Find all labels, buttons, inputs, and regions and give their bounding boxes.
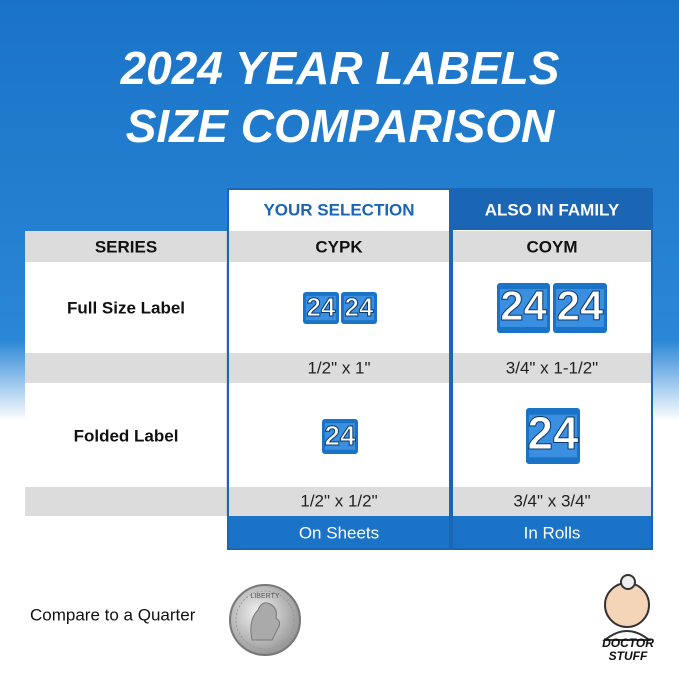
logo-mirror bbox=[620, 574, 636, 590]
row-label: Folded Label bbox=[74, 426, 179, 445]
row-bg bbox=[25, 487, 652, 516]
coin-rim bbox=[235, 590, 295, 650]
label-band bbox=[344, 295, 374, 321]
series-name: COYM bbox=[527, 237, 578, 256]
label-text: 24 bbox=[307, 292, 336, 322]
size: 3/4" x 1-1/2" bbox=[506, 358, 598, 377]
label-band bbox=[306, 295, 336, 321]
size: 3/4" x 3/4" bbox=[513, 491, 590, 510]
label-band bbox=[500, 289, 547, 327]
logo-text: STUFF bbox=[609, 649, 648, 663]
row-label: SERIES bbox=[95, 237, 157, 256]
format: On Sheets bbox=[299, 523, 379, 542]
row-label: Full Size Label bbox=[67, 298, 185, 317]
coin-portrait bbox=[250, 602, 281, 641]
title-line: 2024 YEAR LABELS bbox=[120, 42, 560, 94]
column-header: ALSO IN FAMILY bbox=[485, 200, 620, 219]
row-bg bbox=[25, 231, 652, 262]
size: 1/2" x 1/2" bbox=[300, 491, 377, 510]
coin-text: LIBERTY bbox=[250, 593, 279, 600]
family-border bbox=[451, 188, 653, 550]
label-band bbox=[556, 289, 604, 327]
label-band bbox=[529, 414, 577, 458]
column-header: YOUR SELECTION bbox=[263, 200, 414, 219]
logo-coat bbox=[602, 630, 652, 641]
format: In Rolls bbox=[524, 523, 581, 542]
label-text: 24 bbox=[324, 420, 356, 451]
label-text: 24 bbox=[557, 282, 604, 329]
footer-cell bbox=[452, 516, 652, 549]
footer-cell bbox=[228, 516, 450, 549]
header-cell bbox=[228, 189, 450, 231]
label-band bbox=[325, 423, 355, 450]
row-bg bbox=[25, 353, 652, 383]
label-text: 24 bbox=[345, 292, 374, 322]
quarter-caption: Compare to a Quarter bbox=[30, 605, 196, 624]
size: 1/2" x 1" bbox=[307, 358, 370, 377]
title-line: SIZE COMPARISON bbox=[126, 100, 555, 152]
label-text: 24 bbox=[500, 282, 547, 329]
logo-text: DOCTOR bbox=[602, 636, 654, 650]
selection-border bbox=[227, 188, 451, 550]
series-name: CYPK bbox=[315, 237, 363, 256]
label-text: 24 bbox=[527, 407, 579, 459]
